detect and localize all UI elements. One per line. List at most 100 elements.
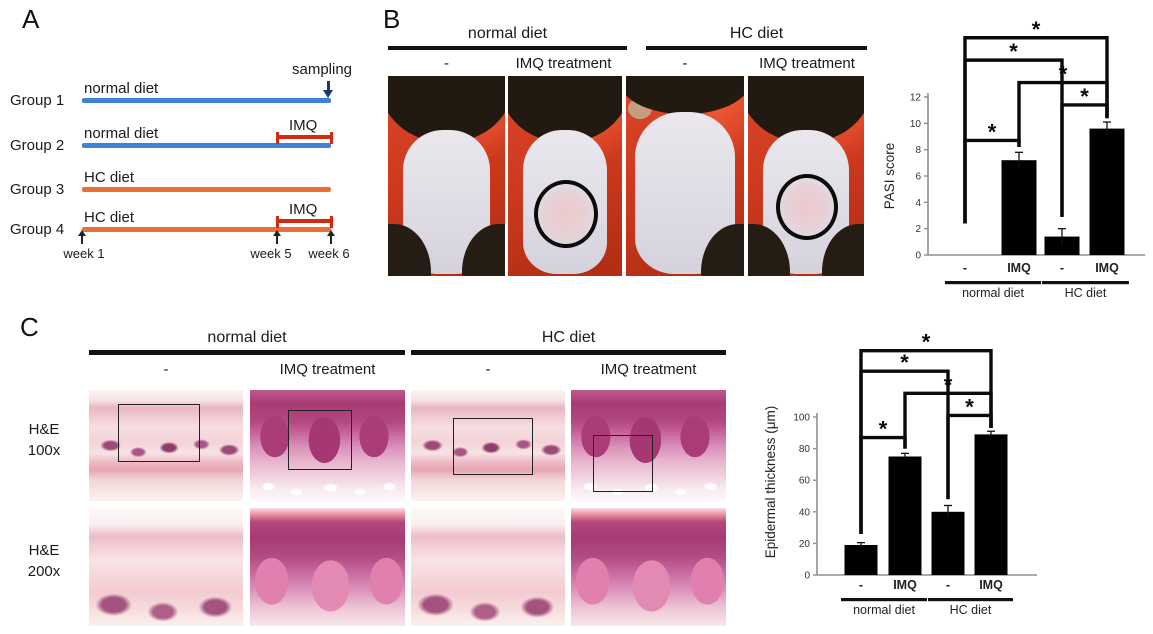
group-3-diet-label: HC diet <box>84 169 135 186</box>
group-4-timeline <box>82 227 331 232</box>
panel-b-treatment-label: - <box>444 55 449 72</box>
significance-bracket <box>946 413 993 500</box>
significance-asterisk: * <box>965 394 974 419</box>
histology-200x-hc-untreated <box>411 508 565 626</box>
bar <box>1044 236 1080 255</box>
group-2-imq-label: IMQ <box>289 117 318 134</box>
bar <box>1001 160 1037 255</box>
histology-200x-normal-imq <box>250 508 405 626</box>
imq-bar-cap <box>276 132 279 144</box>
significance-asterisk: * <box>988 119 997 144</box>
roi-box <box>288 410 352 470</box>
imq-bar-cap <box>330 132 333 144</box>
week-5-label: week 5 <box>250 246 292 261</box>
histology-100x-normal-imq <box>250 390 405 501</box>
imq-bar-cap <box>276 216 279 228</box>
y-tick-label: 2 <box>915 224 921 235</box>
significance-asterisk: * <box>922 330 931 355</box>
significance-asterisk: * <box>1009 39 1018 64</box>
roi-box <box>593 435 653 492</box>
panel-c-header-underline <box>89 350 405 355</box>
week-5-arrow-stem <box>276 236 278 244</box>
bar <box>931 511 965 575</box>
y-tick-label: 80 <box>799 444 811 455</box>
group-4-imq-label: IMQ <box>289 201 318 218</box>
group-3-label: Group 3 <box>10 181 65 198</box>
panel-b-header-hc-diet: HC diet <box>729 25 784 42</box>
mouse-photo-hc-untreated <box>626 76 744 276</box>
y-tick-label: 20 <box>799 539 811 550</box>
group-2-label: Group 2 <box>10 137 65 154</box>
group-underline <box>1042 281 1129 285</box>
y-tick-label: 10 <box>910 119 922 130</box>
group-underline <box>841 598 927 602</box>
he-label: H&E <box>28 421 60 438</box>
group-2-imq-bar <box>277 135 332 139</box>
magnification-label: 200x <box>27 563 61 580</box>
y-tick-label: 8 <box>915 145 921 156</box>
panel-b-header-underline <box>388 46 627 50</box>
panel-b-treatment-label: IMQ treatment <box>759 55 855 72</box>
week-1-arrow-stem <box>81 236 83 244</box>
significance-asterisk: * <box>900 350 909 375</box>
group-3-timeline <box>82 187 331 192</box>
panel-c-treatment-label: - <box>163 361 169 378</box>
group-label: normal diet <box>853 603 915 617</box>
y-tick-label: 100 <box>793 413 810 424</box>
histology-100x-hc-untreated <box>411 390 565 501</box>
imq-bar-cap <box>330 216 333 228</box>
group-4-label: Group 4 <box>10 221 65 238</box>
panel-c-label: C <box>20 312 39 342</box>
group-1-diet-label: normal diet <box>84 80 159 97</box>
epidermal-thickness-chart: 0 20 40 60 80 100 Epidermal thickness (μm) - IMQ… <box>763 330 1037 617</box>
bar <box>844 544 878 575</box>
significance-bracket <box>1017 80 1109 148</box>
panel-c-treatment-label: - <box>485 361 491 378</box>
sampling-label: sampling <box>292 61 353 78</box>
category-label: IMQ <box>893 578 917 592</box>
panel-b-treatment-label: - <box>682 55 688 72</box>
panel-b-header-underline <box>646 46 867 50</box>
histology-200x-hc-imq <box>571 508 726 626</box>
panel-b-treatment-label: IMQ treatment <box>515 55 612 72</box>
lesion-circle-annotation <box>534 180 598 248</box>
significance-bracket <box>859 435 907 534</box>
group-4-diet-label: HC diet <box>84 209 135 226</box>
mouse-photo-normal-imq <box>508 76 622 276</box>
week-6-arrow <box>327 230 335 236</box>
magnification-label: 100x <box>27 442 61 459</box>
group-1-timeline <box>82 98 331 103</box>
week-1-label: week 1 <box>63 246 105 261</box>
he-label: H&E <box>28 542 60 559</box>
panel-b-header-normal-diet: normal diet <box>467 25 548 42</box>
significance-asterisk: * <box>1032 17 1041 42</box>
group-underline <box>928 598 1013 602</box>
category-label: - <box>946 578 950 592</box>
significance-asterisk: * <box>1080 84 1089 109</box>
y-tick-label: 6 <box>915 172 921 183</box>
panel-a-label: A <box>22 4 40 34</box>
roi-box <box>453 418 533 475</box>
row-label-he-200x: H&E 200x <box>8 540 80 582</box>
group-4-imq-bar <box>277 219 332 223</box>
group-2-diet-label: normal diet <box>84 125 159 142</box>
y-tick-label: 0 <box>804 571 810 582</box>
significance-asterisk: * <box>879 417 888 442</box>
group-label: HC diet <box>950 603 992 617</box>
lesion-circle-annotation <box>776 174 838 240</box>
y-tick-label: 4 <box>915 198 921 209</box>
histology-100x-normal-untreated <box>89 390 243 501</box>
category-label: IMQ <box>979 578 1003 592</box>
week-6-label: week 6 <box>308 246 350 261</box>
week-5-arrow <box>273 230 281 236</box>
y-tick-label: 0 <box>915 251 921 262</box>
sampling-arrow-head <box>323 90 333 98</box>
y-tick-label: 12 <box>910 93 922 104</box>
sampling-arrow <box>327 81 330 90</box>
group-1-label: Group 1 <box>10 92 65 109</box>
roi-box <box>118 404 200 462</box>
bar <box>888 456 922 575</box>
bar <box>1089 128 1125 255</box>
histology-100x-hc-imq <box>571 390 726 501</box>
